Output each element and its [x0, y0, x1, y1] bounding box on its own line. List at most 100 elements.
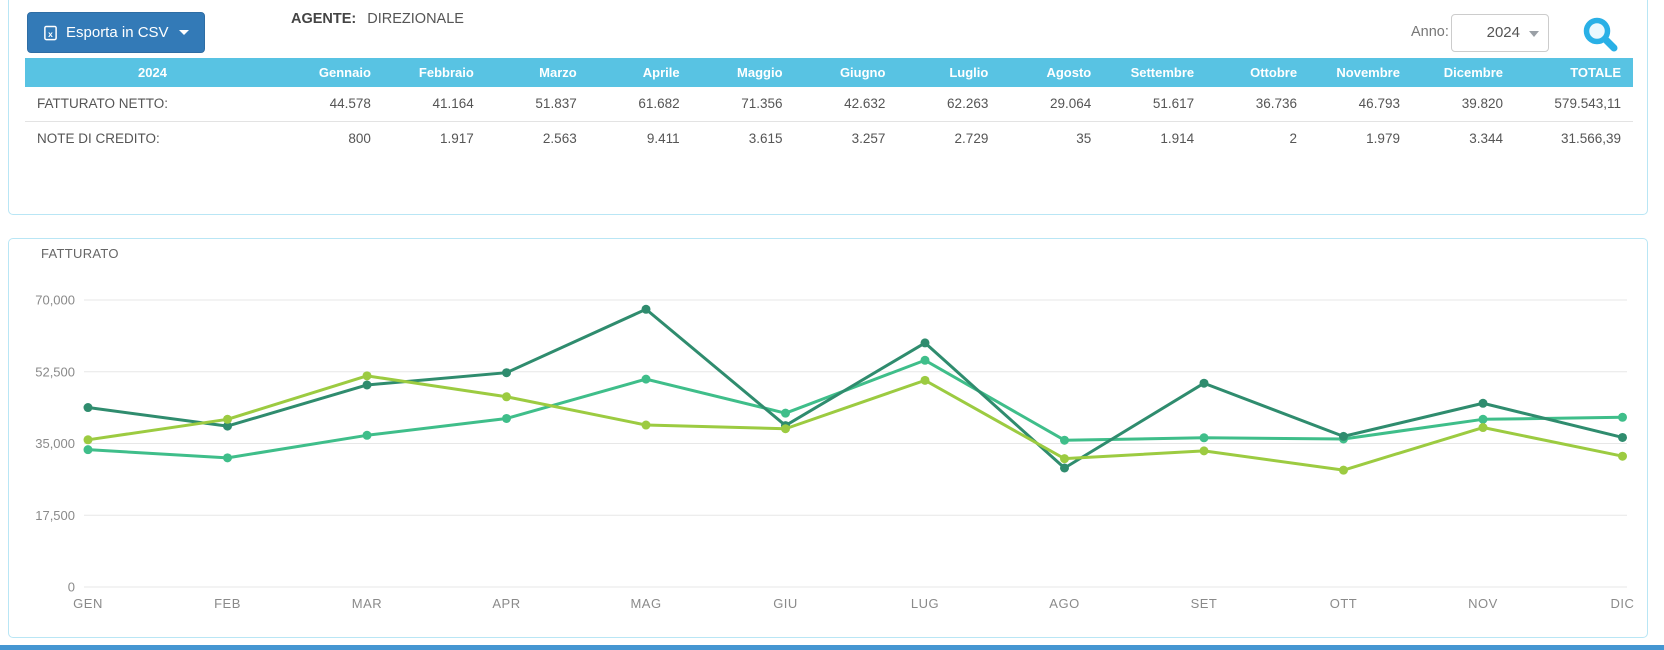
search-icon — [1583, 17, 1618, 52]
data-point-medium-green — [502, 413, 511, 423]
anno-selected-value: 2024 — [1486, 24, 1520, 41]
table-header-cell: Giugno — [794, 58, 898, 87]
table-cell: 9.411 — [588, 120, 692, 155]
row-label: NOTE DI CREDITO: — [25, 120, 280, 155]
data-point-light-green — [223, 414, 232, 424]
data-point-light-green — [1199, 446, 1209, 456]
table-header-cell: Gennaio — [280, 58, 383, 87]
svg-text:x: x — [48, 28, 53, 38]
x-axis-tick-label: OTT — [1330, 596, 1358, 611]
table-header-cell: TOTALE — [1515, 58, 1633, 87]
row-label: FATTURATO NETTO: — [25, 87, 280, 121]
table-cell: 1.979 — [1309, 120, 1412, 155]
x-axis-tick-label: FEB — [214, 596, 241, 611]
x-axis-tick-label: SET — [1191, 596, 1218, 611]
table-cell: 3.344 — [1411, 120, 1515, 155]
data-point-dark-green — [1060, 463, 1069, 473]
table-cell: 2.563 — [485, 120, 589, 155]
x-axis-tick-label: MAG — [630, 596, 661, 611]
data-point-light-green — [1060, 454, 1069, 464]
data-point-medium-green — [1199, 433, 1209, 443]
data-point-light-green — [1478, 423, 1488, 433]
table-cell: 35 — [1000, 120, 1104, 155]
export-csv-label: Esporta in CSV — [66, 24, 169, 41]
table-cell: 2 — [1206, 120, 1310, 155]
table-row: NOTE DI CREDITO: 800 1.917 2.563 9.411 3.615 3… — [25, 120, 1633, 155]
excel-file-icon: x — [44, 25, 57, 40]
agente-field: AGENTE: DIREZIONALE — [291, 11, 464, 27]
data-point-dark-green — [1199, 378, 1209, 388]
fatturato-line-chart: 0 17,500 35,000 52,500 70,000 GEN FEB MAR APR MAG… — [35, 293, 1635, 612]
table-cell: 44.578 — [280, 87, 383, 121]
data-point-dark-green — [1618, 432, 1627, 442]
table-header-cell: Novembre — [1309, 58, 1412, 87]
chart-title: FATTURATO — [41, 246, 119, 261]
table-cell: 36.736 — [1206, 87, 1310, 121]
data-point-dark-green — [502, 368, 511, 378]
table-header-cell: Ottobre — [1206, 58, 1310, 87]
data-point-light-green — [781, 424, 790, 434]
table-cell: 3.615 — [691, 120, 795, 155]
data-point-medium-green — [1060, 435, 1069, 445]
data-point-light-green — [920, 375, 930, 385]
data-point-medium-green — [641, 374, 651, 384]
table-cell: 62.263 — [897, 87, 1001, 121]
table-header-cell: Agosto — [1000, 58, 1104, 87]
data-point-medium-green — [362, 430, 372, 440]
export-csv-button[interactable]: x Esporta in CSV — [27, 12, 205, 53]
table-cell: 71.356 — [691, 87, 795, 121]
data-point-dark-green — [362, 380, 372, 390]
data-point-light-green — [1618, 451, 1627, 461]
data-point-medium-green — [1478, 414, 1488, 424]
table-row: FATTURATO NETTO: 44.578 41.164 51.837 61.682… — [25, 87, 1633, 121]
y-axis-tick-label: 70,000 — [35, 293, 75, 308]
data-point-medium-green — [781, 408, 790, 418]
x-axis-tick-label: MAR — [352, 596, 382, 611]
table-cell: 41.164 — [382, 87, 486, 121]
y-axis-tick-label: 52,500 — [35, 364, 75, 379]
data-point-dark-green — [920, 338, 930, 348]
x-axis-tick-label: GEN — [73, 596, 103, 611]
data-point-light-green — [1339, 465, 1348, 475]
table-header-cell: Luglio — [897, 58, 1001, 87]
table-cell: 800 — [280, 120, 383, 155]
agente-label: AGENTE: — [291, 11, 357, 27]
table-header-cell: Maggio — [691, 58, 795, 87]
search-button[interactable] — [1579, 15, 1623, 55]
table-cell: 39.820 — [1411, 87, 1515, 121]
monthly-summary-table: 2024 Gennaio Febbraio Marzo Aprile Maggio Giug… — [25, 58, 1633, 155]
table-cell: 1.914 — [1103, 120, 1207, 155]
table-cell: 51.837 — [485, 87, 589, 121]
x-axis-tick-label: AGO — [1049, 596, 1079, 611]
data-point-dark-green — [223, 421, 232, 431]
chart-panel: FATTURATO 0 17,500 35,000 52,500 70,000 GEN FE… — [8, 238, 1648, 638]
data-point-medium-green — [83, 445, 93, 455]
table-cell: 46.793 — [1309, 87, 1412, 121]
data-point-medium-green — [1618, 412, 1627, 422]
data-point-light-green — [362, 371, 372, 381]
table-cell: 51.617 — [1103, 87, 1207, 121]
table-cell: 579.543,11 — [1515, 87, 1633, 121]
table-cell: 61.682 — [588, 87, 692, 121]
agente-value: DIREZIONALE — [367, 11, 464, 27]
data-point-light-green — [83, 435, 93, 445]
data-point-medium-green — [223, 453, 232, 463]
data-point-dark-green — [83, 403, 93, 413]
x-axis-tick-label: DIC — [1611, 596, 1635, 611]
data-point-light-green — [502, 392, 511, 402]
summary-panel: x Esporta in CSV AGENTE: DIREZIONALE Ann… — [8, 0, 1648, 215]
chevron-down-icon — [1529, 31, 1539, 37]
data-point-dark-green — [641, 304, 651, 314]
table-header-cell: Settembre — [1103, 58, 1207, 87]
table-header-cell: Febbraio — [382, 58, 486, 87]
table-cell: 3.257 — [794, 120, 898, 155]
table-cell: 1.917 — [382, 120, 486, 155]
caret-down-icon — [178, 30, 189, 35]
table-cell: 31.566,39 — [1515, 120, 1633, 155]
table-header-cell: Marzo — [485, 58, 589, 87]
anno-select[interactable]: 2024 — [1451, 14, 1549, 52]
table-header-year: 2024 — [25, 58, 280, 87]
y-axis-tick-label: 35,000 — [35, 436, 75, 451]
line-series-light-green — [86, 374, 1624, 472]
